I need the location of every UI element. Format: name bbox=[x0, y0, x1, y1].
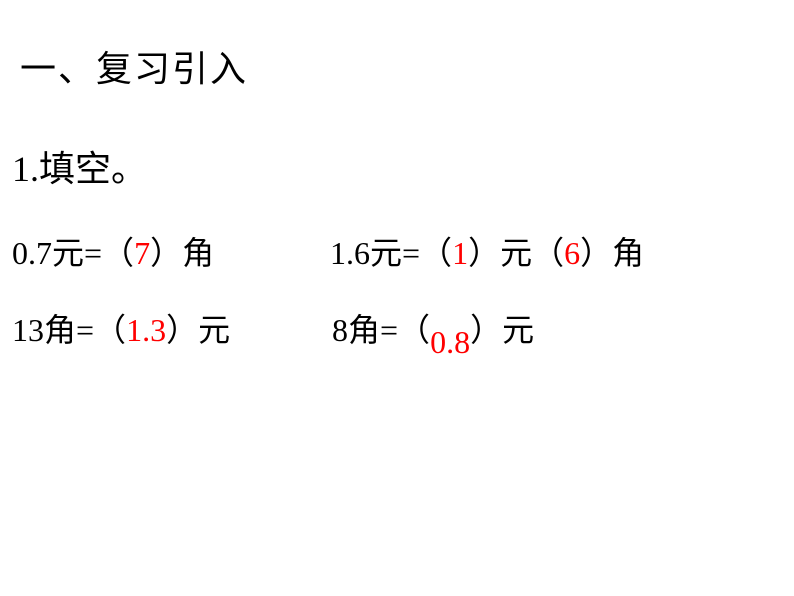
q4-answer: 0.8 bbox=[430, 324, 470, 360]
q4-pre: 8角=（ bbox=[332, 312, 430, 348]
q3-answer: 1.3 bbox=[126, 312, 166, 348]
blank-q1: 0.7元=（7）角 bbox=[12, 228, 214, 274]
q2-post: ）角 bbox=[580, 235, 644, 271]
blank-q4: 8角=（0.8）元 bbox=[332, 305, 534, 351]
q1-pre: 0.7元=（ bbox=[12, 235, 134, 271]
blank-q3: 13角=（1.3）元 bbox=[12, 305, 230, 351]
question-heading: 1.填空。 bbox=[12, 140, 147, 192]
q2-answer1: 1 bbox=[452, 235, 468, 271]
section-heading: 一、复习引入 bbox=[20, 40, 248, 92]
q3-post: ）元 bbox=[166, 312, 230, 348]
q2-answer2: 6 bbox=[564, 235, 580, 271]
q1-answer: 7 bbox=[134, 235, 150, 271]
q3-pre: 13角=（ bbox=[12, 312, 126, 348]
q2-mid: ）元（ bbox=[468, 235, 564, 271]
q1-post: ）角 bbox=[150, 235, 214, 271]
q4-post: ）元 bbox=[470, 312, 534, 348]
q2-pre: 1.6元=（ bbox=[330, 235, 452, 271]
blank-q2: 1.6元=（1）元（6）角 bbox=[330, 228, 644, 274]
